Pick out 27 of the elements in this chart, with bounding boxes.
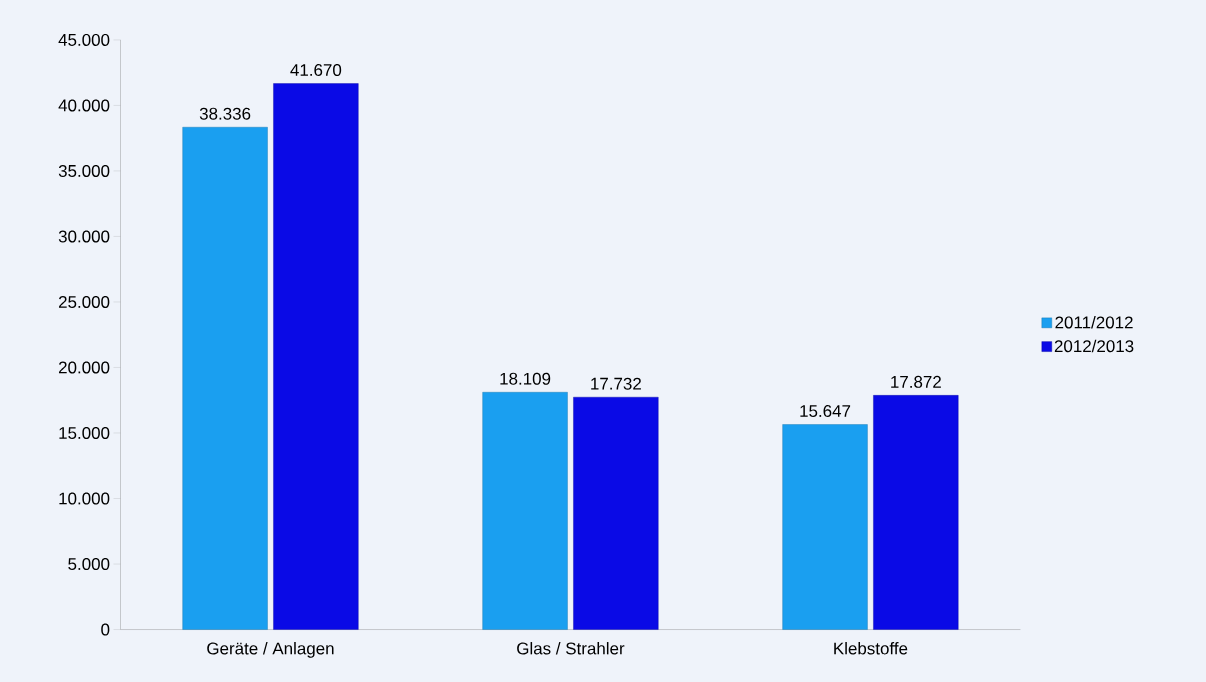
y-tick-label: 10.000 bbox=[59, 492, 110, 505]
bar bbox=[573, 396, 659, 630]
x-tick-label: Geräte / Anlagen bbox=[207, 641, 334, 658]
data-label: 15.647 bbox=[800, 404, 851, 417]
bar bbox=[482, 391, 568, 630]
bar bbox=[782, 424, 868, 630]
data-label: 41.670 bbox=[290, 63, 342, 76]
data-label: 17.732 bbox=[591, 377, 641, 390]
y-tick-label: 20.000 bbox=[58, 361, 110, 374]
data-label: 17.872 bbox=[891, 375, 941, 388]
data-label: 18.109 bbox=[500, 372, 551, 385]
y-tick-label: 15.000 bbox=[59, 426, 110, 439]
legend-label: 2012/2013 bbox=[1054, 339, 1134, 352]
y-tick-label: 25.000 bbox=[58, 295, 110, 308]
bar bbox=[182, 126, 268, 630]
data-label: 38.336 bbox=[199, 107, 251, 120]
y-tick-label: 40.000 bbox=[58, 99, 110, 112]
bar bbox=[873, 394, 959, 630]
y-tick-label: 30.000 bbox=[58, 230, 110, 243]
x-tick-label: Klebstoffe bbox=[834, 641, 908, 655]
y-tick-label: 5.000 bbox=[68, 557, 110, 570]
legend-label: 2011/2012 bbox=[1055, 315, 1133, 329]
x-tick-label: Glas / Strahler bbox=[517, 641, 625, 655]
bar bbox=[273, 83, 359, 630]
y-tick-label: 0 bbox=[101, 623, 110, 636]
y-tick-label: 45.000 bbox=[58, 33, 110, 46]
y-tick-label: 35.000 bbox=[58, 164, 110, 177]
